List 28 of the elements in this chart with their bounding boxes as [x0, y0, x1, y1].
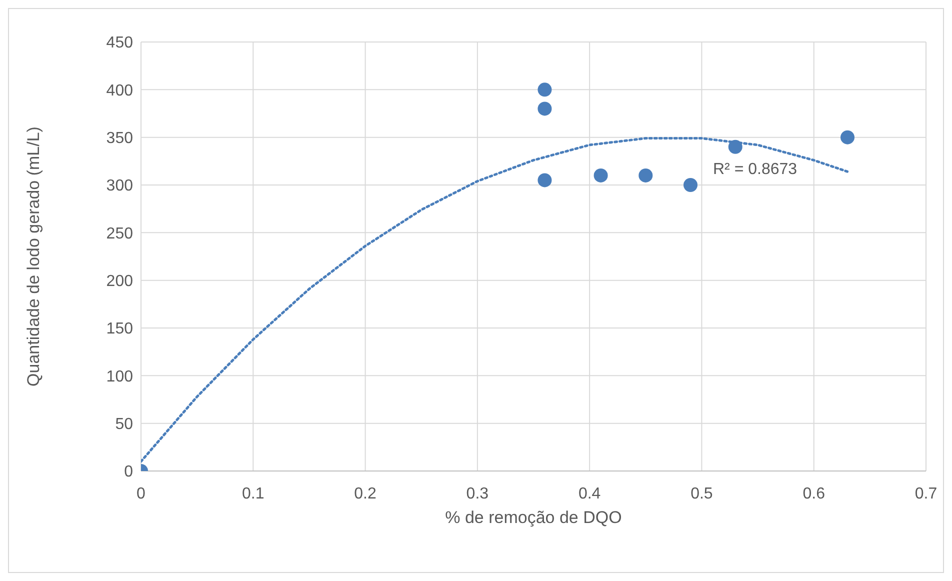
y-tick-label: 300: [106, 178, 134, 195]
x-tick-label: 0.1: [242, 485, 264, 502]
point: [538, 102, 552, 116]
x-tick-label: 0: [136, 485, 146, 502]
y-tick-label: 100: [106, 368, 134, 386]
x-axis-title: % de remoção de DQO: [445, 508, 622, 527]
y-axis-title: Quantidade de lodo gerado (mL/L): [24, 126, 44, 386]
annotation: R² = 0.8673: [713, 161, 798, 179]
y-tick-label: 200: [106, 273, 134, 290]
point: [538, 173, 552, 188]
point: [840, 130, 854, 144]
point: [684, 178, 698, 192]
y-tick-label: 50: [115, 416, 134, 434]
point: [638, 168, 653, 182]
point: [538, 82, 552, 97]
x-tick-label: 0.3: [466, 485, 489, 502]
x-tick-label: 0.6: [802, 485, 826, 502]
x-tick-label: 0.7: [914, 485, 938, 502]
x-tick-label: 0.5: [690, 485, 713, 502]
y-tick-label: 350: [106, 130, 134, 148]
point: [594, 168, 608, 182]
y-tick-label: 250: [106, 225, 134, 242]
x-tick-label: 0.2: [354, 485, 377, 502]
y-tick-label: 0: [124, 464, 134, 481]
y-tick-label: 450: [106, 34, 134, 52]
y-tick-label: 150: [106, 320, 134, 338]
y-tick-label: 400: [106, 82, 134, 100]
x-tick-label: 0.4: [578, 485, 601, 502]
